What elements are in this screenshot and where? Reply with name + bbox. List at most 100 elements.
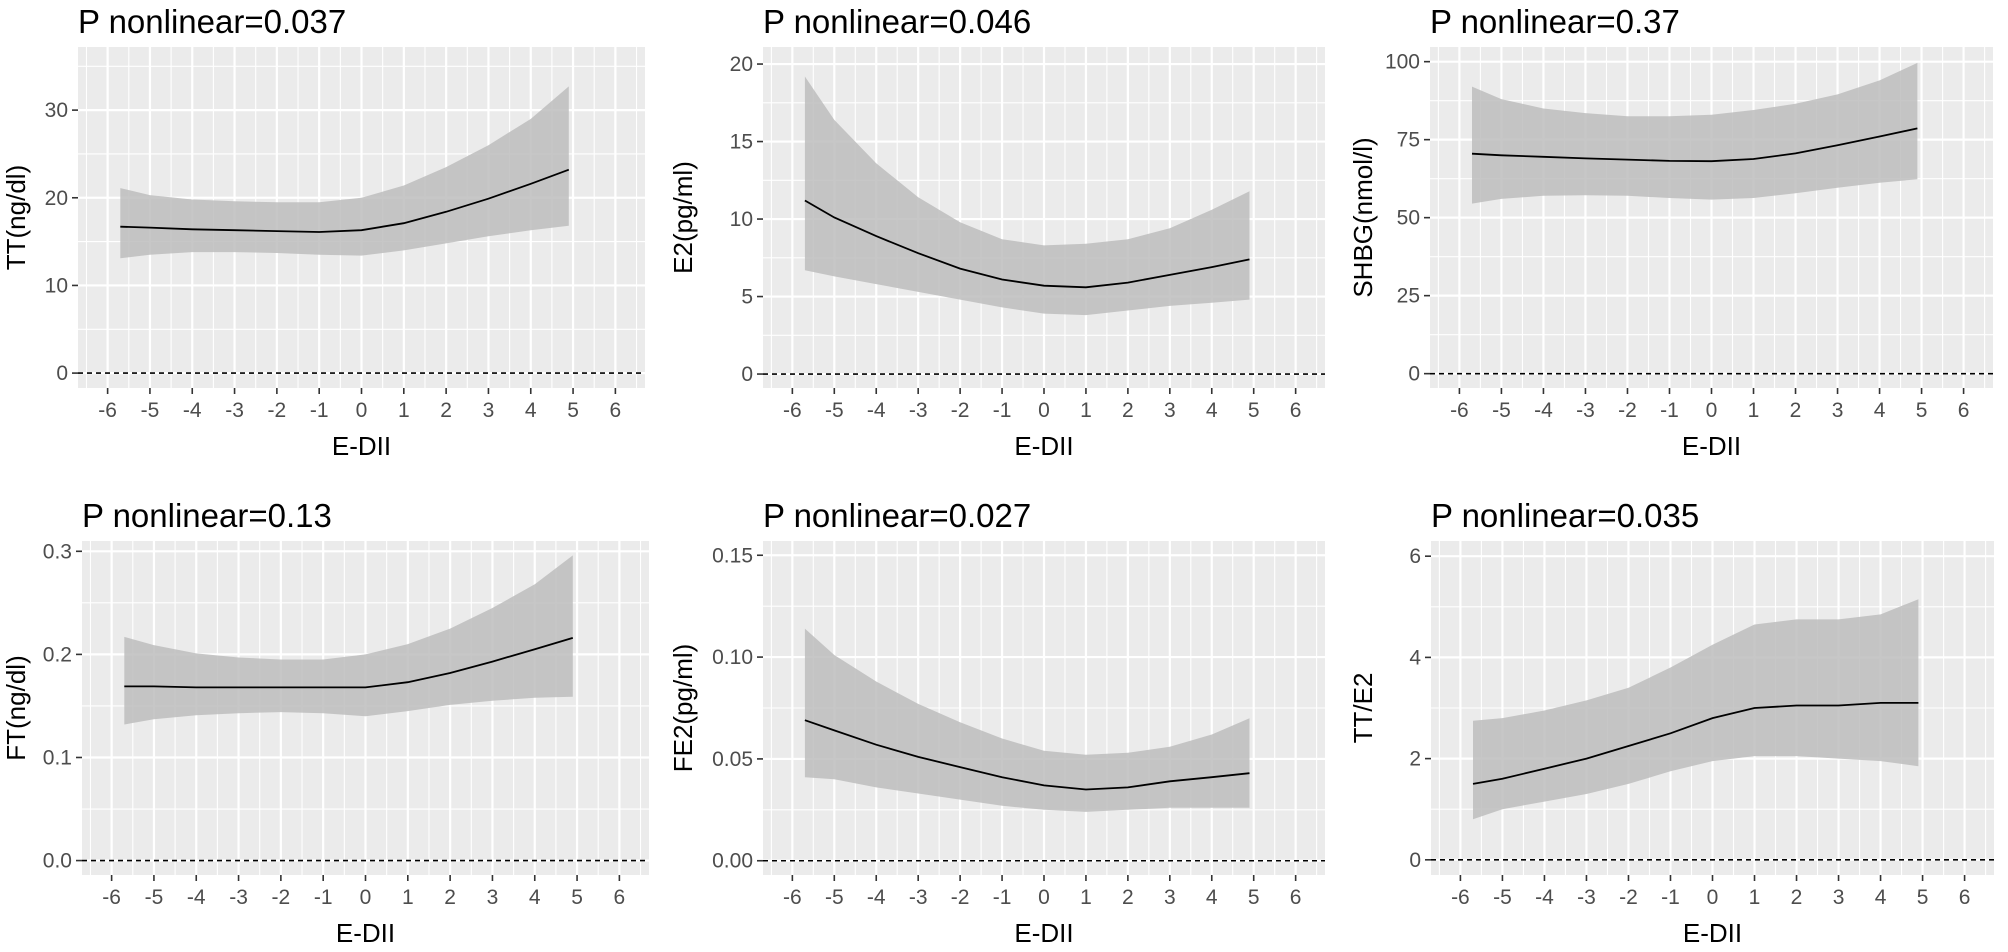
y-axis-label: TT/E2 [1348,673,1378,744]
x-tick-label: 5 [1248,886,1260,909]
chart-svg-4: P nonlinear=0.13 -6 -5 -4 -3 -2 -1 0 1 2 3 4 5 6 0.0 0.… [1,497,649,948]
x-tick-label: -5 [141,399,160,422]
x-tick-label: 4 [1874,399,1886,422]
x-tick-label: -4 [1535,886,1554,909]
y-axis-label: FE2(pg/ml) [668,644,698,773]
x-tick-label: 4 [525,399,537,422]
x-tick-label: 6 [1958,399,1970,422]
y-tick-label: 4 [1409,646,1421,669]
x-tick-label: 0 [360,886,372,909]
chart-title: P nonlinear=0.37 [1430,3,1680,40]
y-tick-label: 0.00 [712,850,753,873]
x-axis-label: E-DII [1014,431,1073,461]
x-tick-label: 5 [1248,399,1260,422]
x-tick-label: 6 [1290,886,1302,909]
x-tick-label: 2 [1790,399,1802,422]
x-tick-label: 6 [610,399,622,422]
estimate-line [124,637,574,689]
x-tick-label: 3 [483,399,495,422]
chart-panel-4: P nonlinear=0.13 -6 -5 -4 -3 -2 -1 0 1 2 3 4 5 6 0.0 0.… [0,485,660,952]
x-tick-label: 5 [567,399,579,422]
x-tick-label: -2 [951,399,970,422]
x-tick-label: -5 [145,886,164,909]
y-tick-label: 6 [1409,545,1421,568]
x-tick-label: -1 [993,399,1012,422]
chart-svg-3: P nonlinear=0.37 -6 -5 -4 -3 -2 -1 0 1 2 3 4 5 6 0 25 50… [1348,3,1993,461]
y-tick-label: 0 [1409,849,1421,872]
x-axis-label: E-DII [336,918,395,948]
x-tick-label: -4 [183,399,202,422]
x-tick-label: 2 [1791,886,1803,909]
x-tick-label: -2 [951,886,970,909]
x-tick-label: -1 [314,886,333,909]
x-tick-label: 3 [1832,399,1844,422]
chart-panel-2: P nonlinear=0.046 -6 -5 -4 -3 -2 -1 0 1 2 3 4 5 6 0 5 10… [660,0,1340,470]
x-tick-label: -5 [825,399,844,422]
estimate-line [804,719,1250,791]
x-tick-label: 5 [571,886,583,909]
x-tick-label: 0 [356,399,368,422]
y-axis-label: TT(ng/dl) [1,165,31,270]
x-tick-label: -2 [268,399,287,422]
x-axis-label: E-DII [1014,918,1073,948]
chart-title: P nonlinear=0.037 [78,3,346,40]
estimate-line [1471,127,1918,163]
x-tick-label: -2 [1618,399,1637,422]
confidence-band [1472,62,1918,204]
chart-panel-6: P nonlinear=0.035 -6 -5 -4 -3 -2 -1 0 1 2 3 4 5 6 0 2 4 6… [1340,485,2008,952]
chart-title: P nonlinear=0.027 [763,497,1031,534]
y-tick-label: 25 [1397,285,1420,308]
x-tick-label: -1 [1660,399,1679,422]
y-tick-label: 2 [1409,748,1421,771]
y-tick-label: 0 [741,363,753,386]
y-tick-label: 20 [45,187,68,210]
x-tick-label: -3 [909,399,928,422]
y-tick-label: 100 [1385,51,1420,74]
y-tick-label: 20 [730,53,753,76]
x-tick-label: 6 [614,886,626,909]
x-axis-label: E-DII [332,431,391,461]
x-tick-label: 1 [398,399,410,422]
y-axis-label: SHBG(nmol/l) [1348,137,1378,297]
x-tick-label: -6 [98,399,117,422]
estimate-line [804,199,1250,289]
y-tick-label: 0.15 [712,544,753,567]
x-tick-label: 2 [1122,399,1134,422]
x-tick-label: -2 [1619,886,1638,909]
y-tick-label: 0.1 [43,746,72,769]
x-tick-label: -4 [187,886,206,909]
y-tick-label: 30 [45,99,68,122]
x-tick-label: -1 [993,886,1012,909]
y-tick-label: 0 [56,362,68,385]
confidence-band [1473,599,1919,820]
x-tick-label: 0 [1038,399,1050,422]
x-tick-label: -3 [1577,886,1596,909]
confidence-band [124,555,573,725]
x-tick-label: -6 [1450,399,1469,422]
x-tick-label: 2 [1122,886,1134,909]
chart-title: P nonlinear=0.046 [763,3,1031,40]
x-axis-label: E-DII [1682,431,1741,461]
x-tick-label: -6 [783,399,802,422]
x-tick-label: 0 [1706,399,1718,422]
x-tick-label: -6 [1451,886,1470,909]
x-tick-label: 5 [1916,399,1928,422]
chart-title: P nonlinear=0.13 [82,497,332,534]
x-tick-label: 0 [1707,886,1719,909]
y-tick-label: 0.2 [43,643,72,666]
confidence-band [804,628,1250,812]
x-tick-label: -1 [310,399,329,422]
y-tick-label: 0.10 [712,646,753,669]
x-tick-label: 3 [487,886,499,909]
chart-svg-5: P nonlinear=0.027 -6 -5 -4 -3 -2 -1 0 1 2 3 4 5 6 0.00… [668,497,1325,948]
x-tick-label: -6 [783,886,802,909]
x-tick-label: 1 [1749,886,1761,909]
x-tick-label: 4 [1206,399,1218,422]
x-tick-label: 4 [1875,886,1887,909]
x-tick-label: -5 [1493,886,1512,909]
x-tick-label: 2 [440,399,452,422]
x-tick-label: -6 [102,886,121,909]
x-tick-label: 1 [1080,886,1092,909]
x-tick-label: -1 [1661,886,1680,909]
